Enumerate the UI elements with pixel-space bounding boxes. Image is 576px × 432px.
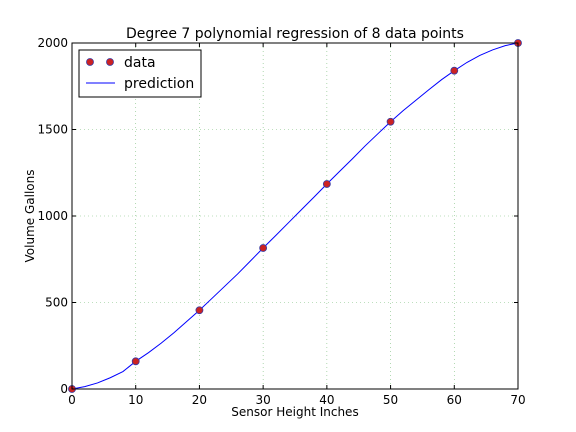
data-point — [386, 117, 395, 126]
legend-label-data: data — [124, 55, 156, 71]
x-axis-title: Sensor Height Inches — [231, 405, 358, 419]
legend-label-prediction: prediction — [124, 76, 194, 92]
grid — [72, 43, 518, 389]
y-tick-label: 1000 — [37, 209, 68, 223]
legend: data prediction — [78, 49, 202, 98]
prediction-series — [71, 42, 519, 390]
data-point — [131, 357, 140, 366]
y-tick-label: 500 — [45, 296, 68, 310]
chart-title: Degree 7 polynomial regression of 8 data… — [126, 26, 464, 42]
x-tick-label: 30 — [256, 393, 271, 407]
x-tick-label: 40 — [319, 393, 334, 407]
legend-marker-data-left — [86, 58, 94, 66]
legend-box — [78, 49, 202, 98]
x-tick-label: 70 — [510, 393, 525, 407]
prediction-line — [71, 42, 519, 390]
y-tick-label: 1500 — [37, 123, 68, 137]
data-point — [322, 180, 331, 188]
x-tick-label: 20 — [192, 393, 207, 407]
x-tick-label: 0 — [68, 393, 76, 407]
legend-marker-data-right — [106, 58, 114, 66]
data-series — [68, 39, 522, 393]
axis-ticks: 0 10 20 30 40 50 60 70 0 500 1000 1500 2000 — [37, 36, 525, 407]
data-point — [259, 244, 268, 252]
y-tick-label: 2000 — [37, 36, 68, 50]
data-point — [450, 66, 459, 75]
y-axis-title: Volume Gallons — [23, 170, 37, 263]
y-tick-label: 0 — [60, 382, 68, 396]
x-tick-label: 50 — [383, 393, 398, 407]
x-tick-label: 10 — [128, 393, 143, 407]
data-point — [195, 306, 204, 315]
x-tick-label: 60 — [447, 393, 462, 407]
